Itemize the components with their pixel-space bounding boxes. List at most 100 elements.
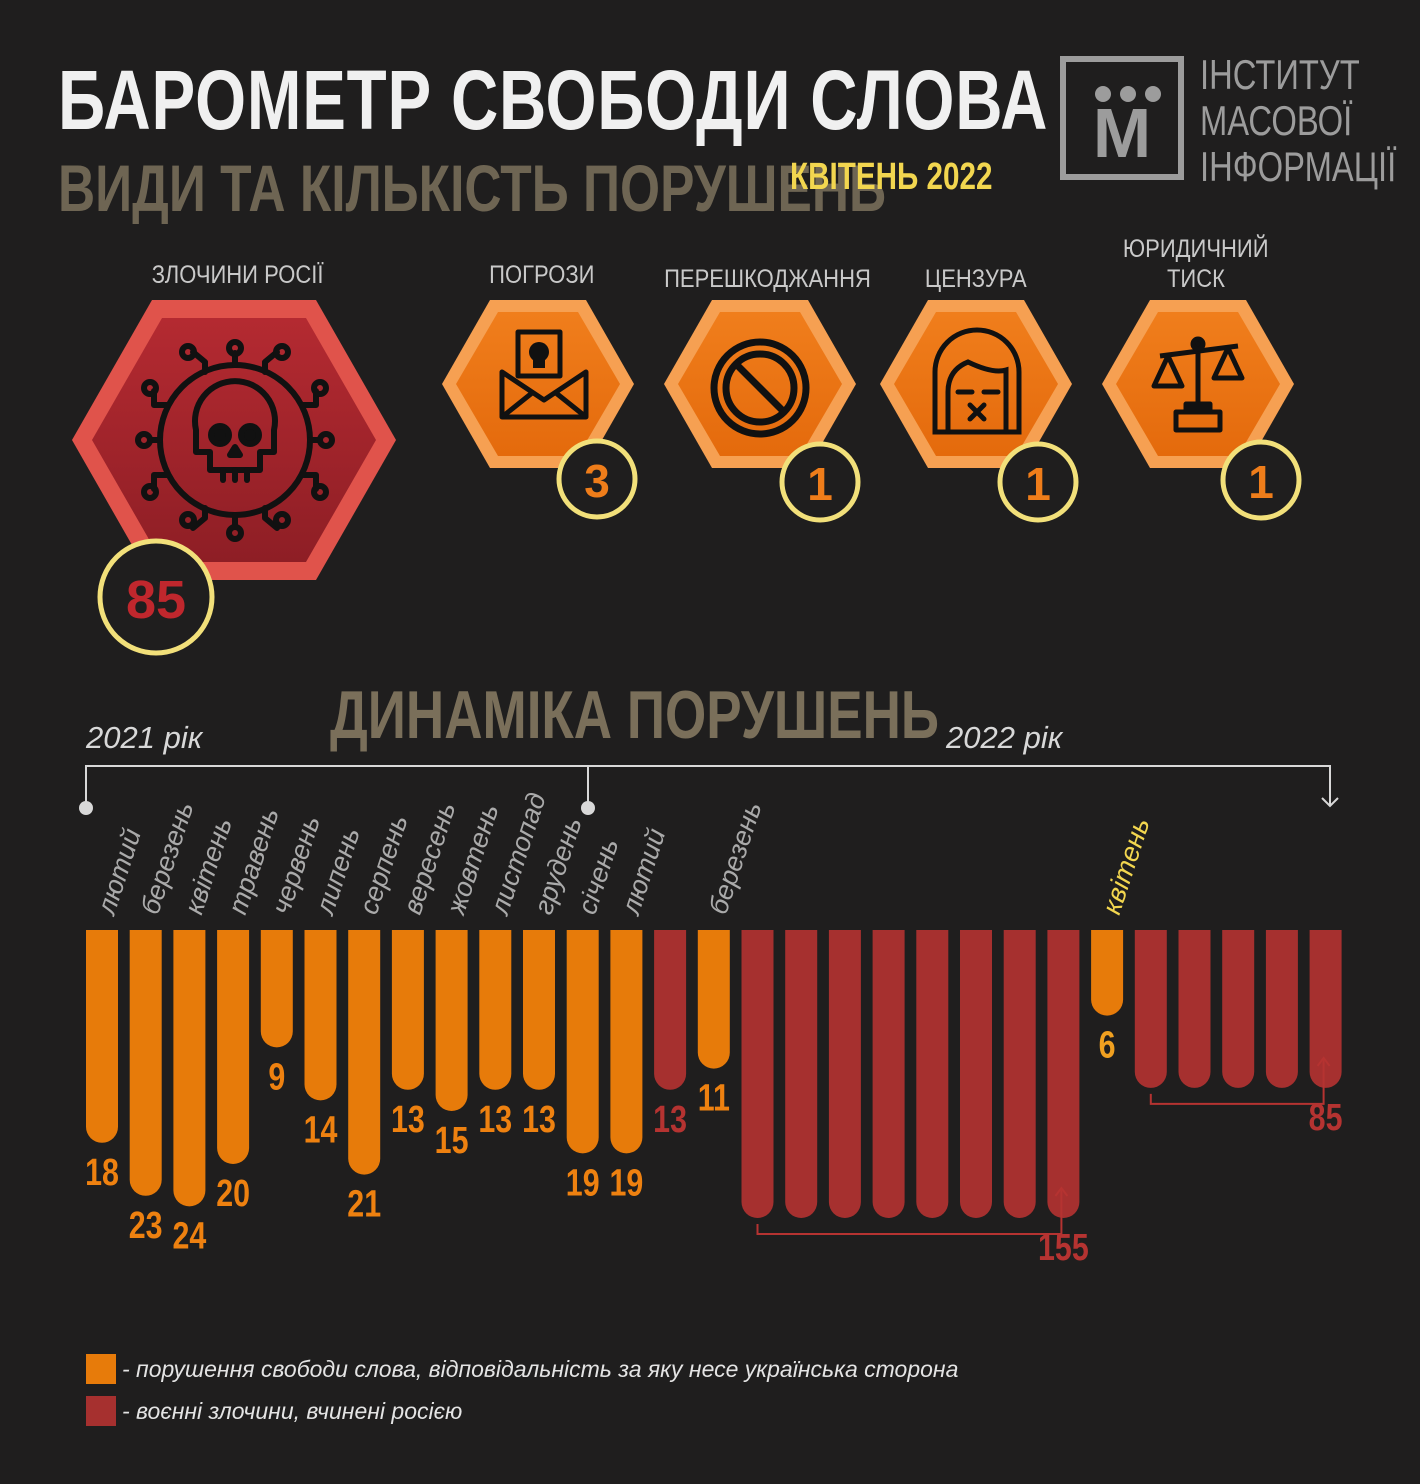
year-label-2021: 2021 рік [86, 720, 203, 755]
month-label: травень [222, 804, 284, 918]
timeline-start-dot [79, 801, 93, 815]
bar-ukrainian [566, 930, 599, 1154]
bar-russian [1265, 930, 1298, 1088]
bar-ukrainian [391, 930, 424, 1090]
bar-value-label: 18 [85, 1152, 119, 1194]
group-bracket-arrow [1054, 1186, 1069, 1197]
legend-swatch-ukrainian [86, 1354, 116, 1384]
logo-line: ІНФОРМАЦІЇ [1200, 143, 1397, 190]
group-bracket [756, 1188, 1063, 1235]
bar-russian [1222, 930, 1255, 1088]
bar-value-label: 11 [698, 1077, 730, 1119]
legend-text-russian: - воєнні злочини, вчинені росією [122, 1398, 463, 1424]
month-label: лютий [91, 825, 147, 920]
count-legal-pressure: 1 [1248, 456, 1274, 508]
page-subtitle: ВИДИ ТА КІЛЬКІСТЬ ПОРУШЕНЬ [58, 151, 887, 225]
month-label: грудень [528, 814, 587, 918]
bar-russian [1309, 930, 1342, 1088]
bar-ukrainian [260, 930, 293, 1048]
legend-swatch-russian [86, 1396, 116, 1426]
count-circle-censorship: 1 [997, 441, 1079, 523]
period-label: КВІТЕНЬ 2022 [790, 156, 993, 198]
bar-ukrainian [217, 930, 250, 1164]
legend-text-ukrainian: - порушення свободи слова, відповідальні… [122, 1356, 959, 1382]
month-label: січень [572, 835, 624, 918]
bar-russian [741, 930, 774, 1218]
prohibited-icon [710, 338, 810, 438]
month-label: червень [266, 812, 326, 918]
logo-text: ІНСТИТУТ МАСОВОЇ ІНФОРМАЦІЇ [1200, 52, 1420, 190]
count-threats: 3 [584, 455, 610, 507]
categories-graphic: 85 3 1 1 1 [72, 300, 1302, 656]
bar-ukrainian [479, 930, 512, 1090]
count-censorship: 1 [1025, 458, 1051, 510]
count-obstruction: 1 [807, 458, 833, 510]
bars [86, 930, 1342, 1218]
bar-value-label: 6 [1099, 1024, 1116, 1066]
bar-value-label: 9 [268, 1056, 285, 1098]
bar-value-label: 155 [1038, 1227, 1089, 1269]
logo-line: ІНСТИТУТ [1200, 51, 1360, 98]
month-label: березень [135, 798, 199, 918]
bar-value-label: 20 [216, 1173, 250, 1215]
bar-russian [785, 930, 818, 1218]
logo-dot-icon [1145, 86, 1161, 102]
category-label-obstruction: ПЕРЕШКОДЖАННЯ [663, 265, 871, 293]
group-bracket-arrow [1316, 1056, 1331, 1067]
bar-russian [654, 930, 687, 1090]
logo-line: МАСОВОЇ [1200, 97, 1353, 144]
bar-value-label: 19 [609, 1162, 643, 1204]
bar-russian [1047, 930, 1080, 1218]
bar-russian [1003, 930, 1036, 1218]
logo-letter: М [1092, 94, 1152, 172]
bar-russian [1178, 930, 1211, 1088]
hexagon-russia [72, 300, 396, 580]
category-label-legal-pressure: ЮРИДИЧНИЙ ТИСК [1123, 235, 1269, 293]
category-label-censorship: ЦЕНЗУРА [925, 265, 1027, 293]
group-bracket [1149, 1057, 1325, 1105]
month-label: лютий [615, 825, 671, 920]
month-label: серпень [353, 811, 413, 918]
bar-ukrainian [304, 930, 337, 1101]
logo-dot-icon [1095, 86, 1111, 102]
bar-russian [916, 930, 949, 1218]
month-label: липень [309, 824, 366, 920]
bar-russian [960, 930, 992, 1218]
bar-ukrainian [129, 930, 162, 1196]
bar-ukrainian [173, 930, 206, 1207]
bar-value-label: 13 [522, 1099, 556, 1141]
category-label-threats: ПОГРОЗИ [489, 261, 595, 289]
threat-letter-icon [499, 329, 589, 420]
bar-value-label: 21 [347, 1183, 381, 1225]
bar-ukrainian [610, 930, 643, 1154]
bar-ukrainian [523, 930, 555, 1090]
count-russia: 85 [126, 570, 186, 630]
bar-russian [828, 930, 861, 1218]
censored-face-icon [932, 327, 1022, 435]
bar-value-label: 13 [478, 1099, 512, 1141]
timeline-bracket [85, 765, 1339, 808]
month-label: квітень [1096, 814, 1155, 918]
bar-value-label: 24 [172, 1215, 206, 1257]
count-circle-threats: 3 [556, 438, 638, 520]
bar-value-label: 13 [653, 1099, 687, 1141]
page-title: БАРОМЕТР СВОБОДИ СЛОВА [58, 53, 1049, 147]
bar-ukrainian [435, 930, 468, 1111]
month-labels: лютийберезеньквітеньтравеньчервеньлипень… [91, 789, 1156, 920]
month-label: вересень [397, 798, 461, 917]
logo-dot-icon [1120, 86, 1136, 102]
bar-value-label: 23 [129, 1205, 163, 1247]
skull-virus-icon [135, 339, 335, 542]
bar-russian [872, 930, 905, 1218]
timeline-year-dot [581, 801, 595, 815]
month-label: жовтень [440, 800, 504, 919]
bar-ukrainian [697, 930, 730, 1069]
bar-value-label: 13 [391, 1099, 425, 1141]
dynamics-title: ДИНАМІКА ПОРУШЕНЬ [330, 677, 940, 753]
count-circle-russia: 85 [97, 538, 215, 656]
count-circle-obstruction: 1 [779, 441, 861, 523]
imi-logo: М [1060, 56, 1184, 180]
bar-value-label: 85 [1309, 1097, 1343, 1139]
bar-value-label: 14 [304, 1109, 338, 1151]
